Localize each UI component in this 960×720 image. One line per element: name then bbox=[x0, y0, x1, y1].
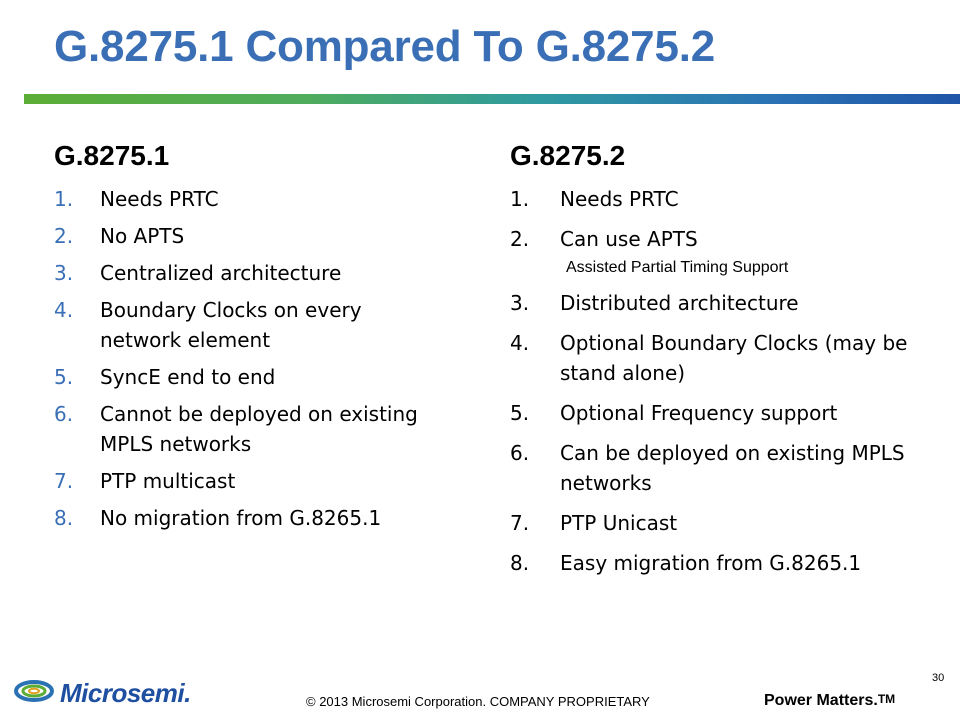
list-item: 8. Easy migration from G.8265.1 bbox=[510, 551, 862, 575]
list-item: 6. Cannot be deployed on existing MPLS ne… bbox=[54, 402, 418, 456]
list-item: 1. Needs PRTC bbox=[54, 187, 219, 211]
logo-text: Microsemi. bbox=[60, 678, 191, 708]
list-item: 3. Distributed architecture bbox=[510, 291, 799, 315]
page-number: 30 bbox=[932, 672, 945, 684]
apts-note: Assisted Partial Timing Support bbox=[566, 259, 789, 276]
list-item: 3. Centralized architecture bbox=[54, 261, 342, 285]
slide-title: G.8275.1 Compared To G.8275.2 bbox=[54, 22, 716, 71]
list-item: 8. No migration from G.8265.1 bbox=[54, 506, 382, 530]
left-column-heading: G.8275.1 bbox=[54, 140, 170, 171]
list-item: 2. No APTS bbox=[54, 224, 185, 248]
microsemi-logo: Microsemi. bbox=[14, 678, 191, 709]
right-list: 1. Needs PRTC 2. Can use APTS Assisted Par… bbox=[510, 184, 930, 588]
list-item: 7. PTP Unicast bbox=[510, 511, 678, 535]
tagline: Power Matters.TM bbox=[764, 692, 896, 709]
right-column-heading: G.8275.2 bbox=[510, 140, 626, 171]
list-item: 5. SyncE end to end bbox=[54, 365, 276, 389]
left-list: 1. Needs PRTC 2. No APTS 3. Centralized arc… bbox=[54, 184, 434, 540]
list-item: 4. Optional Boundary Clocks (may be stand… bbox=[510, 331, 908, 385]
title-gradient-bar bbox=[24, 94, 960, 104]
list-item: 2. Can use APTS bbox=[510, 227, 698, 251]
swirl-logo-icon bbox=[14, 679, 54, 708]
list-item: 7. PTP multicast bbox=[54, 469, 236, 493]
list-item: 4. Boundary Clocks on every network eleme… bbox=[54, 298, 362, 352]
trademark: TM bbox=[877, 692, 896, 706]
list-item: 1. Needs PRTC bbox=[510, 187, 679, 211]
copyright-text: © 2013 Microsemi Corporation. COMPANY PR… bbox=[306, 694, 650, 709]
list-item: 6. Can be deployed on existing MPLS netwo… bbox=[510, 441, 905, 495]
list-item: 5. Optional Frequency support bbox=[510, 401, 838, 425]
